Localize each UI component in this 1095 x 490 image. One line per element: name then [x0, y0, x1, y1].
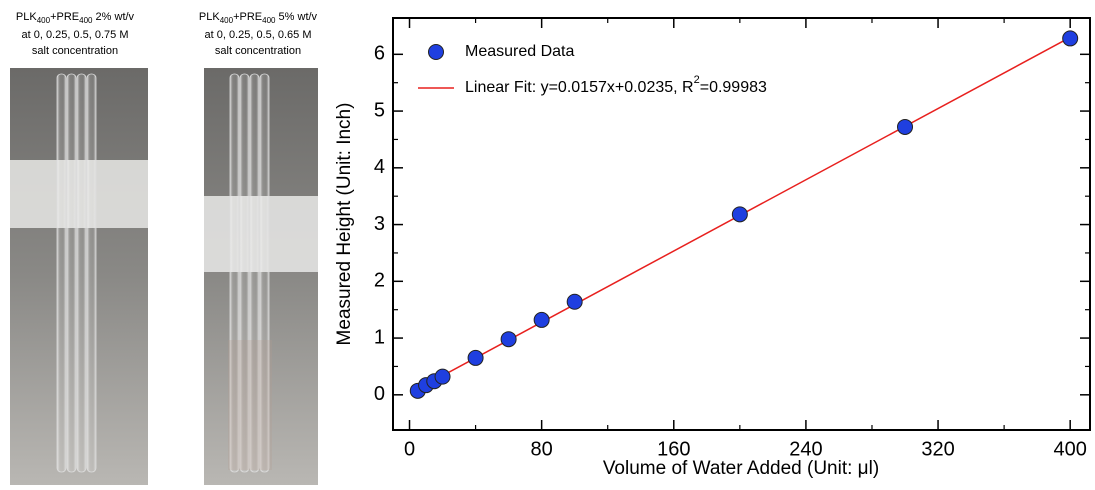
x-tick-label: 0: [404, 438, 415, 460]
legend-label: Measured Data: [465, 43, 574, 60]
photo-caption-line: salt concentration: [215, 45, 301, 57]
data-point: [566, 293, 583, 310]
legend-superscript: 2: [694, 74, 700, 86]
caption-subscript: 400: [37, 16, 51, 25]
x-tick-label: 400: [1053, 438, 1086, 460]
y-tick-label: 3: [374, 213, 385, 235]
photo-caption-line: salt concentration: [32, 45, 118, 57]
caption-subscript: 400: [79, 16, 93, 25]
x-tick-label: 320: [921, 438, 954, 460]
y-tick-label: 0: [374, 383, 385, 405]
data-point: [731, 206, 748, 223]
data-point: [467, 349, 484, 366]
y-tick-label: 1: [374, 326, 385, 348]
x-axis-label: Volume of Water Added (Unit: μl): [603, 458, 879, 479]
data-point: [1062, 30, 1079, 47]
photo-caption-line: at 0, 0.25, 0.5, 0.65 M: [204, 29, 311, 41]
legend-marker: [428, 44, 444, 60]
caption-text: +PRE: [233, 11, 262, 23]
data-point: [434, 368, 451, 385]
caption-text: PLK: [16, 11, 37, 23]
y-tick-label: 4: [374, 156, 385, 178]
caption-subscript: 400: [220, 16, 234, 25]
y-axis-label: Measured Height (Unit: Inch): [334, 103, 355, 346]
photo-caption: PLK400+PRE400 5% wt/v: [199, 11, 318, 25]
y-tick-label: 2: [374, 270, 385, 292]
data-point: [500, 331, 517, 348]
y-tick-label: 6: [374, 43, 385, 65]
x-tick-label: 240: [789, 438, 822, 460]
x-tick-label: 80: [531, 438, 553, 460]
caption-subscript: 400: [262, 16, 276, 25]
legend-text: =0.99983: [700, 79, 767, 96]
data-point: [897, 118, 914, 135]
photo-caption-line: at 0, 0.25, 0.5, 0.75 M: [21, 29, 128, 41]
caption-text: PLK: [199, 11, 220, 23]
photo-2: [204, 68, 318, 485]
legend-label: Linear Fit: y=0.0157x+0.0235, R2=0.99983: [465, 74, 767, 96]
x-tick-label: 160: [657, 438, 690, 460]
caption-text: +PRE: [50, 11, 79, 23]
photo-caption: PLK400+PRE400 2% wt/v: [16, 11, 135, 25]
photo-1: [10, 68, 148, 485]
caption-text: 5% wt/v: [275, 11, 317, 23]
data-point: [533, 311, 550, 328]
legend-text: Linear Fit: y=0.0157x+0.0235, R: [465, 79, 694, 96]
caption-text: 2% wt/v: [92, 11, 134, 23]
y-tick-label: 5: [374, 99, 385, 121]
